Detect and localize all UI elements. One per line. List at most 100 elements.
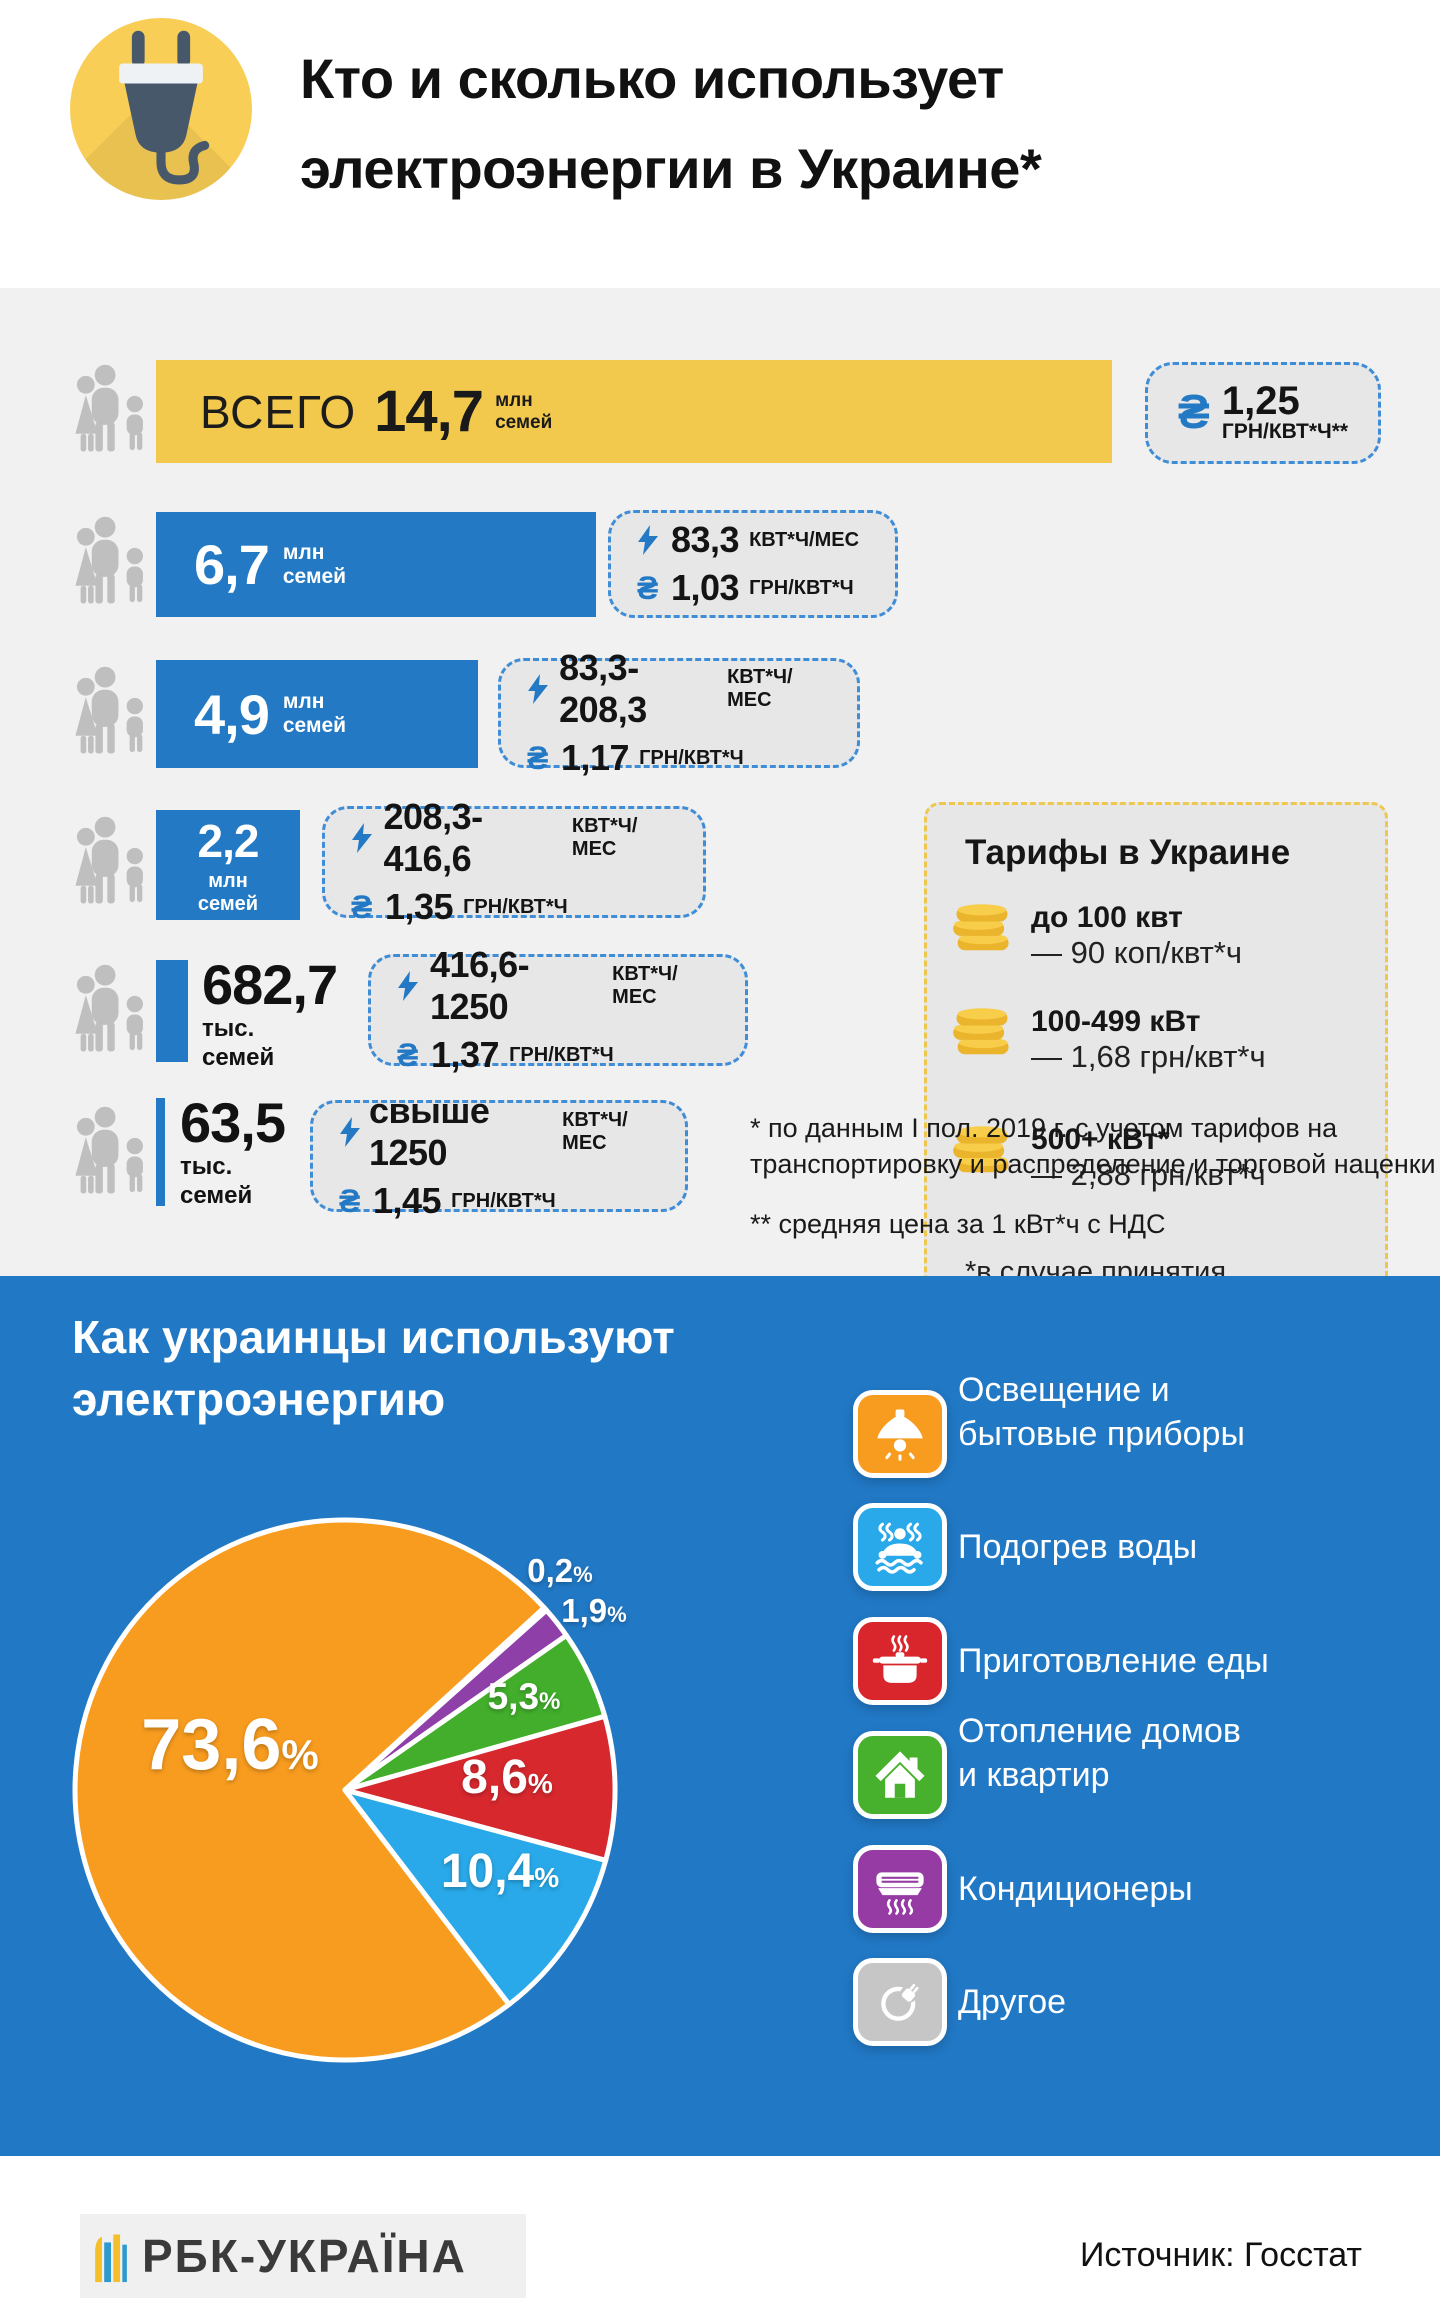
hryvnia-icon: ₴ xyxy=(1177,386,1210,439)
tariff-item: 500+ кВт* — 2,88 грн/квт*ч xyxy=(951,1123,1266,1193)
other-plug-icon xyxy=(853,1958,947,2046)
tariffs-title: Тарифы в Украине xyxy=(965,833,1291,872)
badge-group-2: 83,3-208,3 КВТ*Ч/МЕС ₴ 1,17 ГРН/КВТ*Ч xyxy=(498,647,860,778)
rbc-logo: РБК-УКРАЇНА xyxy=(80,2214,526,2298)
bar-unit: млн семей xyxy=(282,540,347,588)
average-price-badge: ₴ 1,25 ГРН/КВТ*Ч** xyxy=(1145,362,1381,464)
bar-value: 682,7 xyxy=(202,953,338,1016)
bar-group-4 xyxy=(156,960,188,1062)
tariffs-panel: Тарифы в Украине до 100 квт — 90 коп/квт… xyxy=(924,802,1388,1364)
legend-label-cooking: Приготовление еды xyxy=(958,1642,1269,1680)
family-icon xyxy=(75,516,143,604)
pie-slice-lighting xyxy=(72,1517,547,2063)
plug-badge xyxy=(70,18,252,200)
badge-group-5: свыше 1250 КВТ*Ч/МЕС ₴ 1,45 ГРН/КВТ*Ч xyxy=(310,1090,688,1221)
brand-name: РБК-УКРАЇНА xyxy=(142,2230,467,2282)
bar-group-3: 2,2 млн семей xyxy=(156,810,300,920)
tariff-range: 500+ кВт* xyxy=(1031,1123,1170,1156)
price-line: ₴ 1,03 ГРН/КВТ*Ч xyxy=(637,567,854,608)
bar-value: 63,5 xyxy=(180,1091,286,1154)
legend-label-other: Другое xyxy=(958,1983,1067,2021)
hryvnia-icon: ₴ xyxy=(339,1183,361,1219)
badge-group-4: 416,6-1250 КВТ*Ч/МЕС ₴ 1,37 ГРН/КВТ*Ч xyxy=(368,944,748,1075)
air-conditioner-icon xyxy=(853,1845,947,1933)
plug-icon xyxy=(119,30,210,185)
bar-value: 4,9 xyxy=(194,682,270,746)
price-line: ₴ 1,45 ГРН/КВТ*Ч xyxy=(339,1180,556,1221)
bar-value: 2,2 xyxy=(197,815,260,867)
bar-group-2: 4,9 млн семей xyxy=(156,660,478,768)
bar-unit: тыс. семей xyxy=(202,1015,275,1071)
hryvnia-icon: ₴ xyxy=(637,570,659,606)
family-icon xyxy=(75,964,143,1052)
consumption-section: ВСЕГО 14,7 млн семей ₴ 1,25 ГРН/КВТ*Ч** … xyxy=(0,288,1440,1364)
lightning-icon xyxy=(637,525,671,555)
total-value: 14,7 xyxy=(374,379,484,444)
price-line: ₴ 1,35 ГРН/КВТ*Ч xyxy=(351,886,568,927)
consumption-line: свыше 1250 КВТ*Ч/МЕС xyxy=(339,1090,659,1174)
bar-unit: млн семей xyxy=(282,690,347,737)
coins-icon xyxy=(953,1126,1009,1173)
badge-group-3: 208,3-416,6 КВТ*Ч/МЕС ₴ 1,35 ГРН/КВТ*Ч xyxy=(322,796,706,927)
legend-label-home-heating: Отопление домов и квартир xyxy=(958,1712,1241,1794)
total-unit: млн семей xyxy=(495,389,553,433)
legend-label-lighting: Освещение и бытовые приборы xyxy=(958,1371,1245,1453)
family-icon xyxy=(75,816,143,904)
bar-value-block: 682,7 тыс. семей xyxy=(202,953,338,1072)
lightning-icon xyxy=(351,823,384,853)
price-line: ₴ 1,37 ГРН/КВТ*Ч xyxy=(397,1034,614,1075)
pie-label-heating: 5,3% xyxy=(487,1676,561,1717)
tariff-range: до 100 квт xyxy=(1031,901,1183,934)
total-label: ВСЕГО xyxy=(200,385,357,438)
consumption-line: 416,6-1250 КВТ*Ч/МЕС xyxy=(397,944,719,1028)
family-icon xyxy=(75,364,143,452)
hryvnia-icon: ₴ xyxy=(527,740,549,776)
footnote-2: ** средняя цена за 1 кВт*ч с НДС xyxy=(750,1209,1166,1239)
usage-section: Как украинцы используют электроэнергию 7… xyxy=(0,1276,1440,2156)
family-icon xyxy=(75,666,143,754)
bar-group-5 xyxy=(156,1098,165,1206)
price-line: ₴ 1,17 ГРН/КВТ*Ч xyxy=(527,737,744,778)
average-price-value: 1,25 xyxy=(1221,379,1300,423)
tariff-range: 100-499 кВт xyxy=(1031,1005,1201,1038)
pie-label-conditioners: 1,9% xyxy=(561,1592,627,1629)
lighting-icon xyxy=(853,1390,947,1478)
pie-label-other: 0,2% xyxy=(527,1552,593,1589)
bar-value: 6,7 xyxy=(194,533,270,596)
lightning-icon xyxy=(339,1117,369,1147)
bar-unit: тыс. семей xyxy=(180,1153,253,1209)
total-bar: ВСЕГО 14,7 млн семей xyxy=(156,360,1112,463)
family-icon xyxy=(75,1106,143,1194)
tariff-item: 100-499 кВт — 1,68 грн/квт*ч xyxy=(951,1005,1266,1075)
bar-unit: млн семей xyxy=(197,870,259,915)
usage-title: Как украинцы используют электроэнергию xyxy=(72,1311,675,1425)
page-title: Кто и сколько использует электроэнергии … xyxy=(300,47,1042,200)
tariff-item: до 100 квт — 90 коп/квт*ч xyxy=(951,901,1242,971)
tariff-price: — 1,68 грн/квт*ч xyxy=(1031,1039,1266,1074)
lightning-icon xyxy=(397,971,430,1001)
usage-pie-chart xyxy=(72,1517,618,2063)
hryvnia-icon: ₴ xyxy=(351,889,373,925)
footnote-1: * по данным I пол. 2019 г. с учетом тари… xyxy=(750,1113,1436,1179)
lightning-icon xyxy=(527,674,559,704)
pie-label-cooking: 8,6% xyxy=(461,1751,553,1804)
coins-icon xyxy=(953,904,1009,951)
rbc-logo-icon xyxy=(95,2234,127,2283)
average-price-unit: ГРН/КВТ*Ч** xyxy=(1221,420,1349,443)
bar-value-block: 63,5 тыс. семей xyxy=(180,1091,286,1210)
hryvnia-icon: ₴ xyxy=(397,1037,419,1073)
pie-slice-water xyxy=(342,1787,609,2007)
coins-icon xyxy=(953,1008,1009,1055)
tariff-price: — 90 коп/квт*ч xyxy=(1031,935,1243,970)
source-note: Источник: Госстат xyxy=(1079,2236,1362,2274)
home-heating-icon xyxy=(853,1731,947,1819)
badge-group-1: 83,3 КВТ*Ч/МЕС ₴ 1,03 ГРН/КВТ*Ч xyxy=(608,510,898,618)
pie-label-water: 10,4% xyxy=(440,1845,560,1898)
legend-label-conditioners: Кондиционеры xyxy=(958,1870,1193,1908)
tariff-price: — 2,88 грн/квт*ч xyxy=(1031,1157,1266,1192)
pie-slice-cooking xyxy=(342,1713,618,1863)
consumption-line: 83,3 КВТ*Ч/МЕС xyxy=(637,519,869,561)
consumption-line: 208,3-416,6 КВТ*Ч/МЕС xyxy=(351,796,677,880)
cooking-icon xyxy=(853,1617,947,1705)
